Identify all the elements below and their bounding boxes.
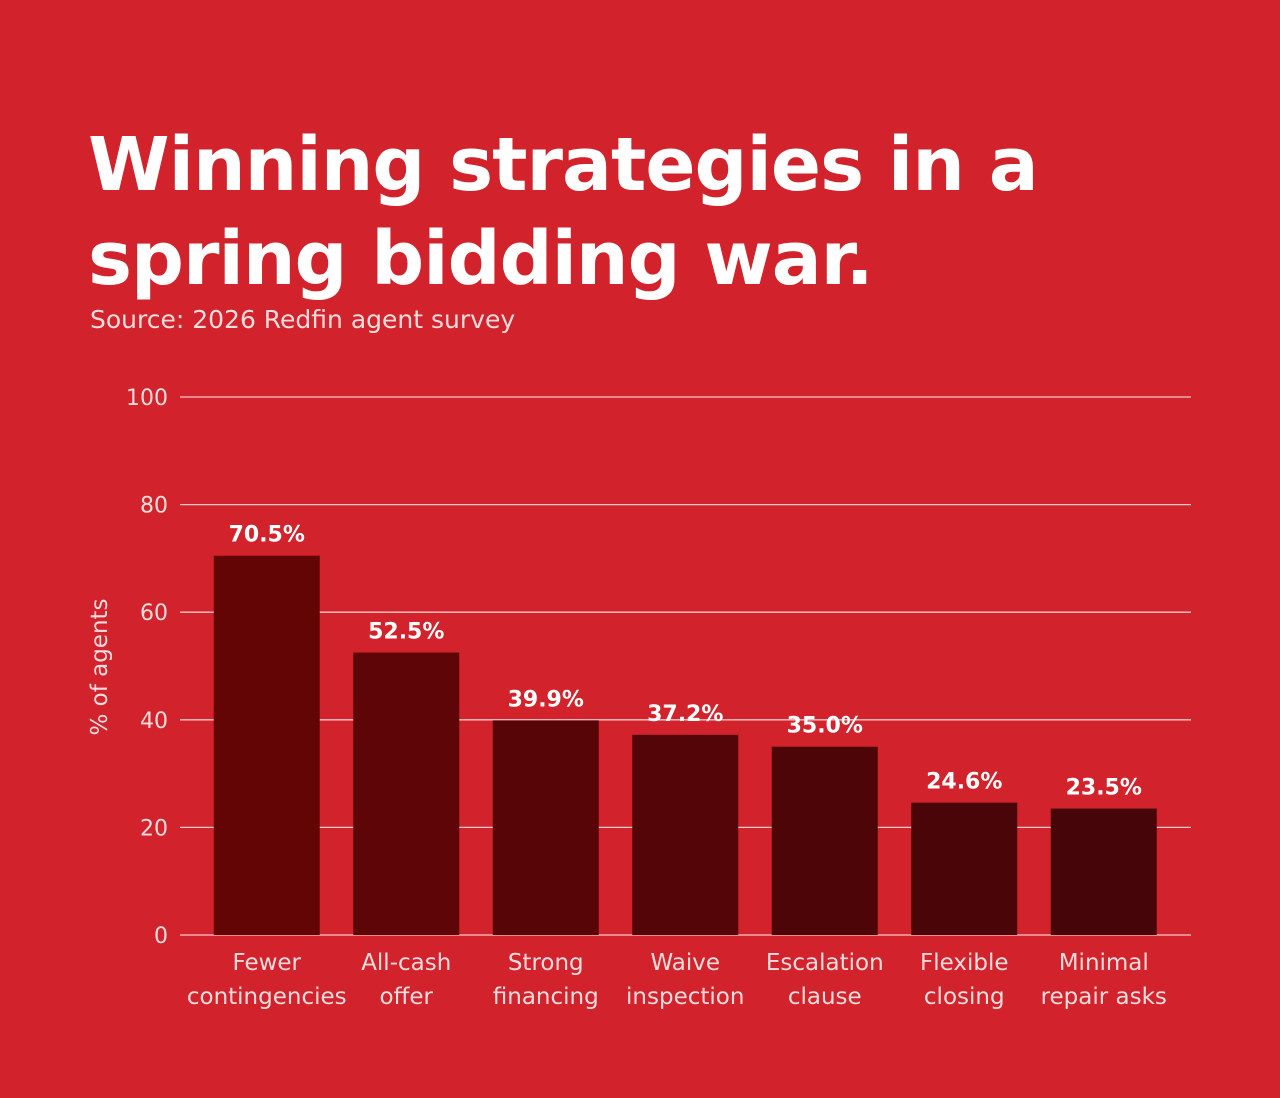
chart-title: Winning strategies in a spring bidding w… [88,122,1039,302]
x-tick-label: Strong [508,950,584,976]
x-tick-label: closing [924,984,1005,1010]
bar [213,555,320,935]
x-tick-label: offer [379,984,433,1010]
y-tick-label: 60 [140,601,168,626]
y-tick-label: 40 [140,709,168,734]
x-tick-label: clause [788,984,862,1010]
data-label: 37.2% [647,702,723,727]
bar [492,720,599,935]
bar [771,746,878,935]
x-tick-label: repair asks [1041,984,1167,1010]
bar [632,734,739,935]
data-label: 24.6% [926,770,1002,795]
data-label: 39.9% [508,687,584,712]
data-label: 35.0% [787,714,863,739]
bar [911,802,1018,935]
x-tick-label: All-cash [361,950,451,976]
x-tick-label: Waive [650,950,720,976]
x-tick-label: financing [493,984,599,1010]
data-label: 70.5% [229,523,305,548]
data-label: 52.5% [368,620,444,645]
y-tick-label: 80 [140,494,168,519]
y-tick-label: 0 [154,924,168,949]
x-tick-label: inspection [626,984,744,1010]
x-tick-label: contingencies [187,984,347,1010]
y-tick-label: 20 [140,816,168,841]
x-tick-label: Escalation [766,950,884,976]
y-tick-label: 100 [126,386,168,411]
chart-subtitle: Source: 2026 Redfin agent survey [90,305,516,334]
x-tick-label: Fewer [232,950,301,976]
y-axis-label: % of agents [87,598,113,735]
data-label: 23.5% [1066,776,1142,801]
x-tick-label: Minimal [1059,950,1149,976]
bar [1050,808,1157,935]
bar [353,652,460,935]
x-tick-label: Flexible [920,950,1009,976]
